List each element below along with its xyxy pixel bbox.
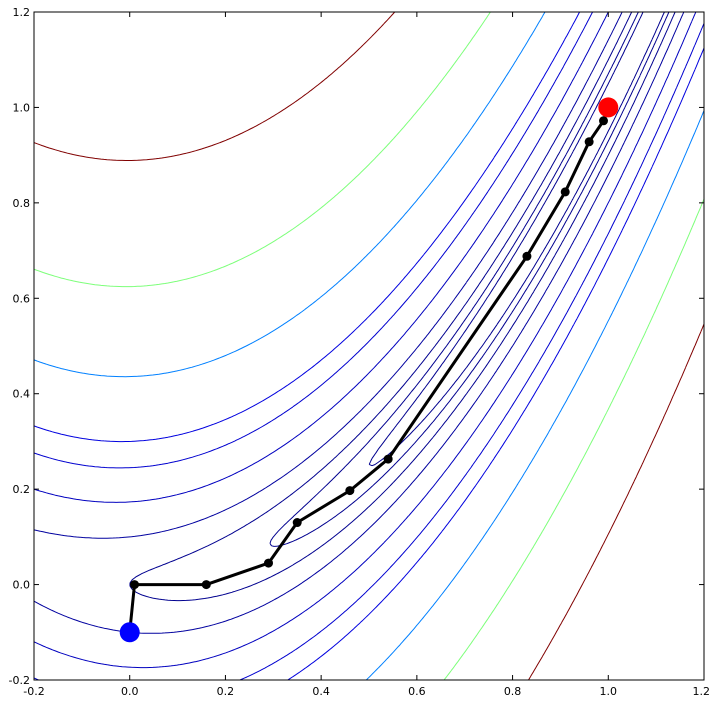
contour-lines xyxy=(34,12,704,680)
path-point xyxy=(522,251,532,261)
contour-level-5 xyxy=(34,12,704,680)
y-tick-label: -0.2 xyxy=(9,674,30,687)
contour-level-2 xyxy=(129,12,676,602)
path-point xyxy=(264,558,273,568)
plot-frame xyxy=(33,11,705,681)
x-tick-label: -0.2 xyxy=(23,685,44,698)
path-point xyxy=(201,580,211,590)
end-point xyxy=(598,97,619,118)
x-tick-label: 0.0 xyxy=(121,685,139,698)
y-tick-label: 0.2 xyxy=(13,483,31,496)
contour-level-8 xyxy=(34,12,704,680)
path-point xyxy=(130,580,139,590)
y-tick-label: 0.8 xyxy=(13,197,31,210)
path-point xyxy=(292,518,302,528)
y-tick-label: 0.0 xyxy=(13,579,31,592)
path-point xyxy=(383,454,393,464)
x-tick-label: 0.8 xyxy=(504,685,522,698)
x-tick-label: 0.6 xyxy=(408,685,426,698)
contour-level-7 xyxy=(34,12,704,680)
optimization-path xyxy=(119,97,619,643)
contour-level-9 xyxy=(34,12,704,680)
y-tick-label: 1.2 xyxy=(13,6,31,19)
y-tick-label: 1.0 xyxy=(13,101,31,114)
contour-level-3 xyxy=(34,12,685,634)
contour-level-4 xyxy=(34,12,697,669)
path-point xyxy=(560,187,570,197)
contour-level-6 xyxy=(34,12,704,680)
path-point xyxy=(345,486,355,496)
start-point xyxy=(119,622,140,643)
y-tick-label: 0.4 xyxy=(13,388,31,401)
x-tick-label: 0.2 xyxy=(217,685,235,698)
x-tick-label: 0.4 xyxy=(312,685,330,698)
y-tick-label: 0.6 xyxy=(13,292,31,305)
contour-level-1 xyxy=(269,12,670,547)
axes: -0.2 0.0 0.2 0.4 0.6 0.8 1.0 1.2 -0.2 0.0 0.2 0.4 0.… xyxy=(9,6,710,698)
path-line xyxy=(128,106,610,633)
contour-level-0 xyxy=(368,12,665,467)
path-point xyxy=(599,116,608,126)
x-tick-label: 1.2 xyxy=(693,685,711,698)
path-point xyxy=(584,137,594,147)
x-tick-label: 1.0 xyxy=(600,685,618,698)
